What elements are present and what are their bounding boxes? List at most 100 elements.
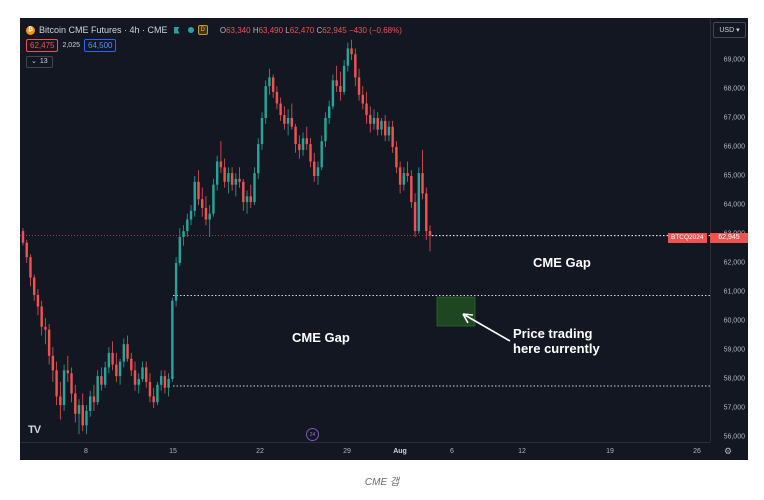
quote-row: 62,475 2,025 64,500: [26, 39, 117, 52]
candle-body: [279, 103, 282, 116]
symbol-title[interactable]: Bitcoin CME Futures · 4h · CME: [39, 25, 168, 35]
candle-body: [178, 236, 182, 263]
candle-body: [141, 367, 144, 379]
delayed-badge[interactable]: D: [197, 25, 208, 35]
candle-body: [413, 202, 417, 232]
price-axis[interactable]: 69,00068,00067,00066,00065,00064,00063,0…: [710, 18, 748, 442]
candle-body: [410, 176, 413, 203]
current-price-zone: [436, 296, 476, 327]
candle-body: [126, 344, 129, 359]
candle-body: [234, 178, 238, 185]
candle-body: [395, 147, 398, 168]
candle-body: [21, 231, 25, 243]
candle-body: [167, 379, 170, 388]
candle-body: [342, 65, 346, 92]
candle-body: [107, 352, 111, 368]
chevron-down-icon: ⌄: [31, 58, 37, 65]
candle-body: [425, 193, 428, 232]
candle-body: [96, 376, 99, 403]
candle-body: [372, 118, 376, 124]
candle-body: [324, 118, 327, 142]
candle-body: [92, 396, 96, 403]
candle-body: [253, 173, 256, 203]
price-note-line1: Price trading: [513, 326, 593, 341]
image-caption: CME 갭: [364, 477, 400, 488]
candle-body: [189, 210, 193, 220]
chart-panel[interactable]: ₿ Bitcoin CME Futures · 4h · CME D O63,3…: [20, 18, 748, 460]
last-price-tag: 62,945: [710, 233, 748, 243]
price-tick-label: 56,000: [723, 433, 745, 441]
candle-body: [156, 384, 159, 403]
candle-body: [85, 410, 88, 426]
time-axis[interactable]: 8 15 22 29 Aug 6 12 19 26: [20, 442, 710, 460]
bitcoin-icon: ₿: [26, 25, 35, 35]
candle-body: [204, 207, 208, 220]
candle-body: [242, 181, 245, 203]
time-tick-label: Aug: [393, 448, 407, 455]
candle-body: [118, 361, 122, 377]
candle-body: [313, 161, 316, 176]
sell-button[interactable]: 62,475: [26, 39, 59, 52]
time-tick-label: 19: [606, 448, 614, 455]
candle-body: [25, 242, 28, 258]
candle-body: [275, 91, 279, 104]
plot-area[interactable]: [20, 18, 710, 442]
high-label: H: [252, 25, 259, 35]
candle-body: [208, 213, 211, 220]
candle-body: [186, 219, 189, 232]
candle-body: [421, 173, 424, 194]
flag-icon[interactable]: [173, 26, 180, 34]
candle-body: [383, 120, 387, 136]
price-tick-label: 60,000: [723, 317, 745, 325]
candle-body: [32, 277, 36, 295]
high-value: 63,490: [258, 25, 284, 35]
candle-body: [59, 396, 62, 406]
candle-body: [145, 367, 148, 382]
candle-body: [271, 77, 275, 92]
change-value: −430 (−0.68%): [348, 25, 402, 35]
candle-body: [286, 118, 290, 124]
candle-body: [339, 86, 342, 92]
candle-body: [70, 373, 73, 394]
price-tick-label: 59,000: [723, 346, 745, 354]
time-tick-label: 29: [343, 448, 351, 455]
tradingview-logo[interactable]: TV: [28, 424, 41, 436]
candlestick-chart[interactable]: [20, 18, 710, 442]
candle-body: [257, 144, 260, 174]
candle-body: [122, 344, 126, 362]
event-marker-icon[interactable]: 24: [306, 428, 319, 441]
candle-body: [376, 118, 379, 130]
price-tick-label: 68,000: [723, 85, 745, 93]
candle-body: [305, 138, 308, 145]
price-note-label: Price trading here currently: [513, 326, 600, 356]
candle-body: [227, 173, 230, 182]
candle-body: [74, 393, 77, 414]
candle-body: [354, 54, 357, 78]
candle-body: [159, 376, 163, 385]
candle-body: [40, 306, 43, 327]
indicators-toggle[interactable]: ⌄ 13: [26, 56, 53, 68]
buy-button[interactable]: 64,500: [84, 39, 117, 52]
candle-body: [100, 376, 103, 385]
candle-body: [238, 178, 241, 182]
candle-body: [380, 120, 383, 130]
candle-body: [130, 358, 133, 371]
price-tick-label: 69,000: [723, 56, 745, 64]
candle-body: [55, 370, 58, 397]
candle-body: [290, 118, 294, 127]
candle-body: [316, 167, 320, 176]
candle-body: [260, 118, 264, 145]
open-label: O: [219, 25, 227, 35]
candle-body: [361, 94, 365, 104]
candle-body: [402, 173, 406, 185]
candle-body: [428, 231, 432, 236]
gear-icon[interactable]: ⚙: [724, 446, 733, 456]
candle-body: [365, 103, 368, 116]
candle-body: [219, 161, 223, 168]
currency-button[interactable]: USD ▾: [713, 22, 746, 38]
candle-body: [137, 379, 140, 385]
candle-body: [215, 161, 219, 185]
candle-body: [193, 181, 196, 211]
chart-header: ₿ Bitcoin CME Futures · 4h · CME D O63,3…: [26, 23, 402, 37]
candle-body: [283, 115, 286, 124]
